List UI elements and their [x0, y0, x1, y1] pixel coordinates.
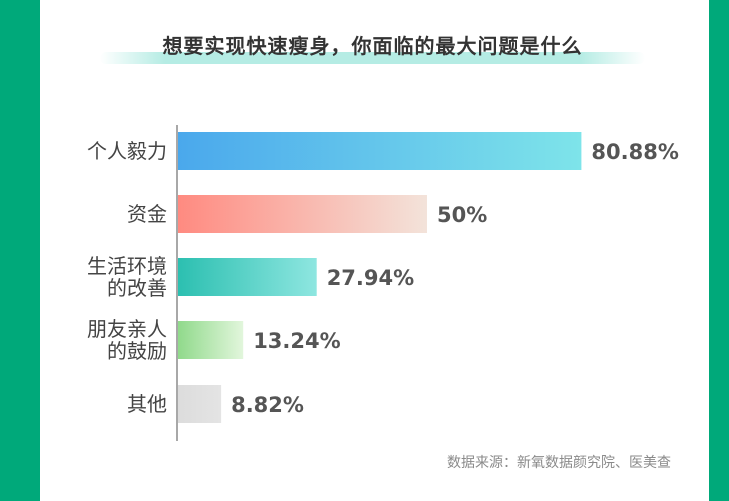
chart-title-block: 想要实现快速瘦身，你面临的最大问题是什么 [100, 20, 645, 70]
value-label-1: 50% [437, 203, 487, 227]
category-label-3-1: 的鼓励 [107, 339, 167, 363]
bar-1 [177, 195, 427, 233]
bar-3 [177, 321, 244, 359]
chart-title: 想要实现快速瘦身，你面临的最大问题是什么 [162, 34, 583, 58]
source-note: 数据来源：新氧数据颜究院、医美查 [447, 455, 671, 471]
category-label-1-0: 资金 [127, 202, 167, 226]
value-label-0: 80.88% [591, 140, 678, 164]
category-label-4-0: 其他 [127, 392, 167, 416]
value-label-2: 27.94% [327, 266, 414, 290]
value-label-3: 13.24% [253, 329, 340, 353]
value-label-4: 8.82% [231, 393, 304, 417]
left-green-border [0, 0, 40, 501]
bar-0 [177, 132, 582, 170]
category-label-3-0: 朋友亲人 [87, 317, 167, 341]
category-label-2-0: 生活环境 [87, 254, 167, 278]
bar-2 [177, 258, 317, 296]
title-underline [100, 52, 645, 64]
category-label-0-0: 个人毅力 [87, 139, 167, 163]
category-label-2-1: 的改善 [107, 276, 167, 300]
right-green-border [709, 0, 729, 501]
bar-4 [177, 385, 222, 423]
